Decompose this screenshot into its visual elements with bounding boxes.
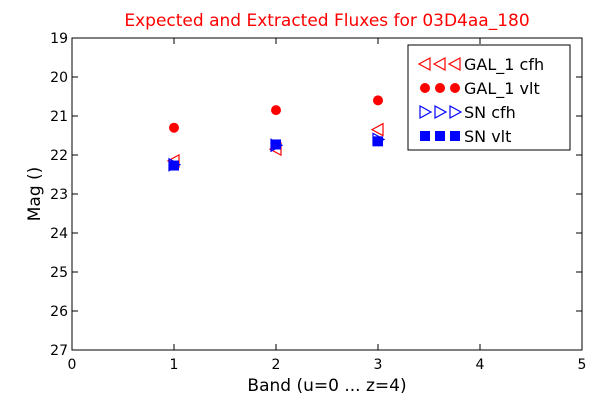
legend-marker (435, 131, 445, 141)
y-tick-label: 19 (50, 31, 68, 47)
legend-label: GAL_1 cfh (464, 55, 544, 75)
x-tick-label: 1 (170, 357, 179, 373)
data-point (271, 139, 281, 150)
data-point (370, 122, 384, 137)
legend-marker (450, 131, 460, 141)
data-point (271, 105, 281, 116)
data-point (373, 136, 383, 147)
x-tick-label: 3 (374, 357, 383, 373)
legend-marker (432, 56, 446, 72)
legend: GAL_1 cfh GAL_1 vlt SN cfh SN vlt (407, 44, 571, 151)
y-tick-label: 21 (50, 109, 68, 125)
data-point (169, 160, 179, 171)
legend-label: GAL_1 vlt (464, 79, 540, 99)
legend-marker (419, 104, 433, 120)
y-axis-label: Mag () (25, 167, 45, 222)
x-tick-label: 2 (272, 357, 281, 373)
y-tick-label: 26 (50, 304, 68, 320)
legend-marker (417, 56, 431, 72)
axis-ticks (71, 37, 583, 351)
legend-marker (449, 104, 463, 120)
x-tick-label: 0 (68, 357, 77, 373)
data-point (373, 95, 383, 106)
y-tick-label: 25 (50, 265, 68, 281)
y-tick-label: 27 (50, 343, 68, 359)
x-tick-label: 4 (476, 357, 485, 373)
legend-marker (450, 83, 460, 93)
y-tick-label: 20 (50, 70, 68, 86)
y-tick-label: 24 (50, 226, 68, 242)
legend-label: SN cfh (464, 103, 516, 122)
legend-label: SN vlt (464, 127, 511, 146)
legend-marker (435, 83, 445, 93)
data-points (166, 95, 386, 172)
legend-marker (420, 83, 430, 93)
legend-marker (420, 131, 430, 141)
legend-marker (434, 104, 448, 120)
x-tick-label: 5 (578, 357, 587, 373)
data-point (169, 122, 179, 133)
legend-marker (447, 56, 461, 72)
chart-title: Expected and Extracted Fluxes for 03D4aa… (124, 11, 529, 31)
y-tick-label: 23 (50, 187, 68, 203)
x-axis-label: Band (u=0 ... z=4) (247, 376, 406, 396)
y-tick-label: 22 (50, 148, 68, 164)
